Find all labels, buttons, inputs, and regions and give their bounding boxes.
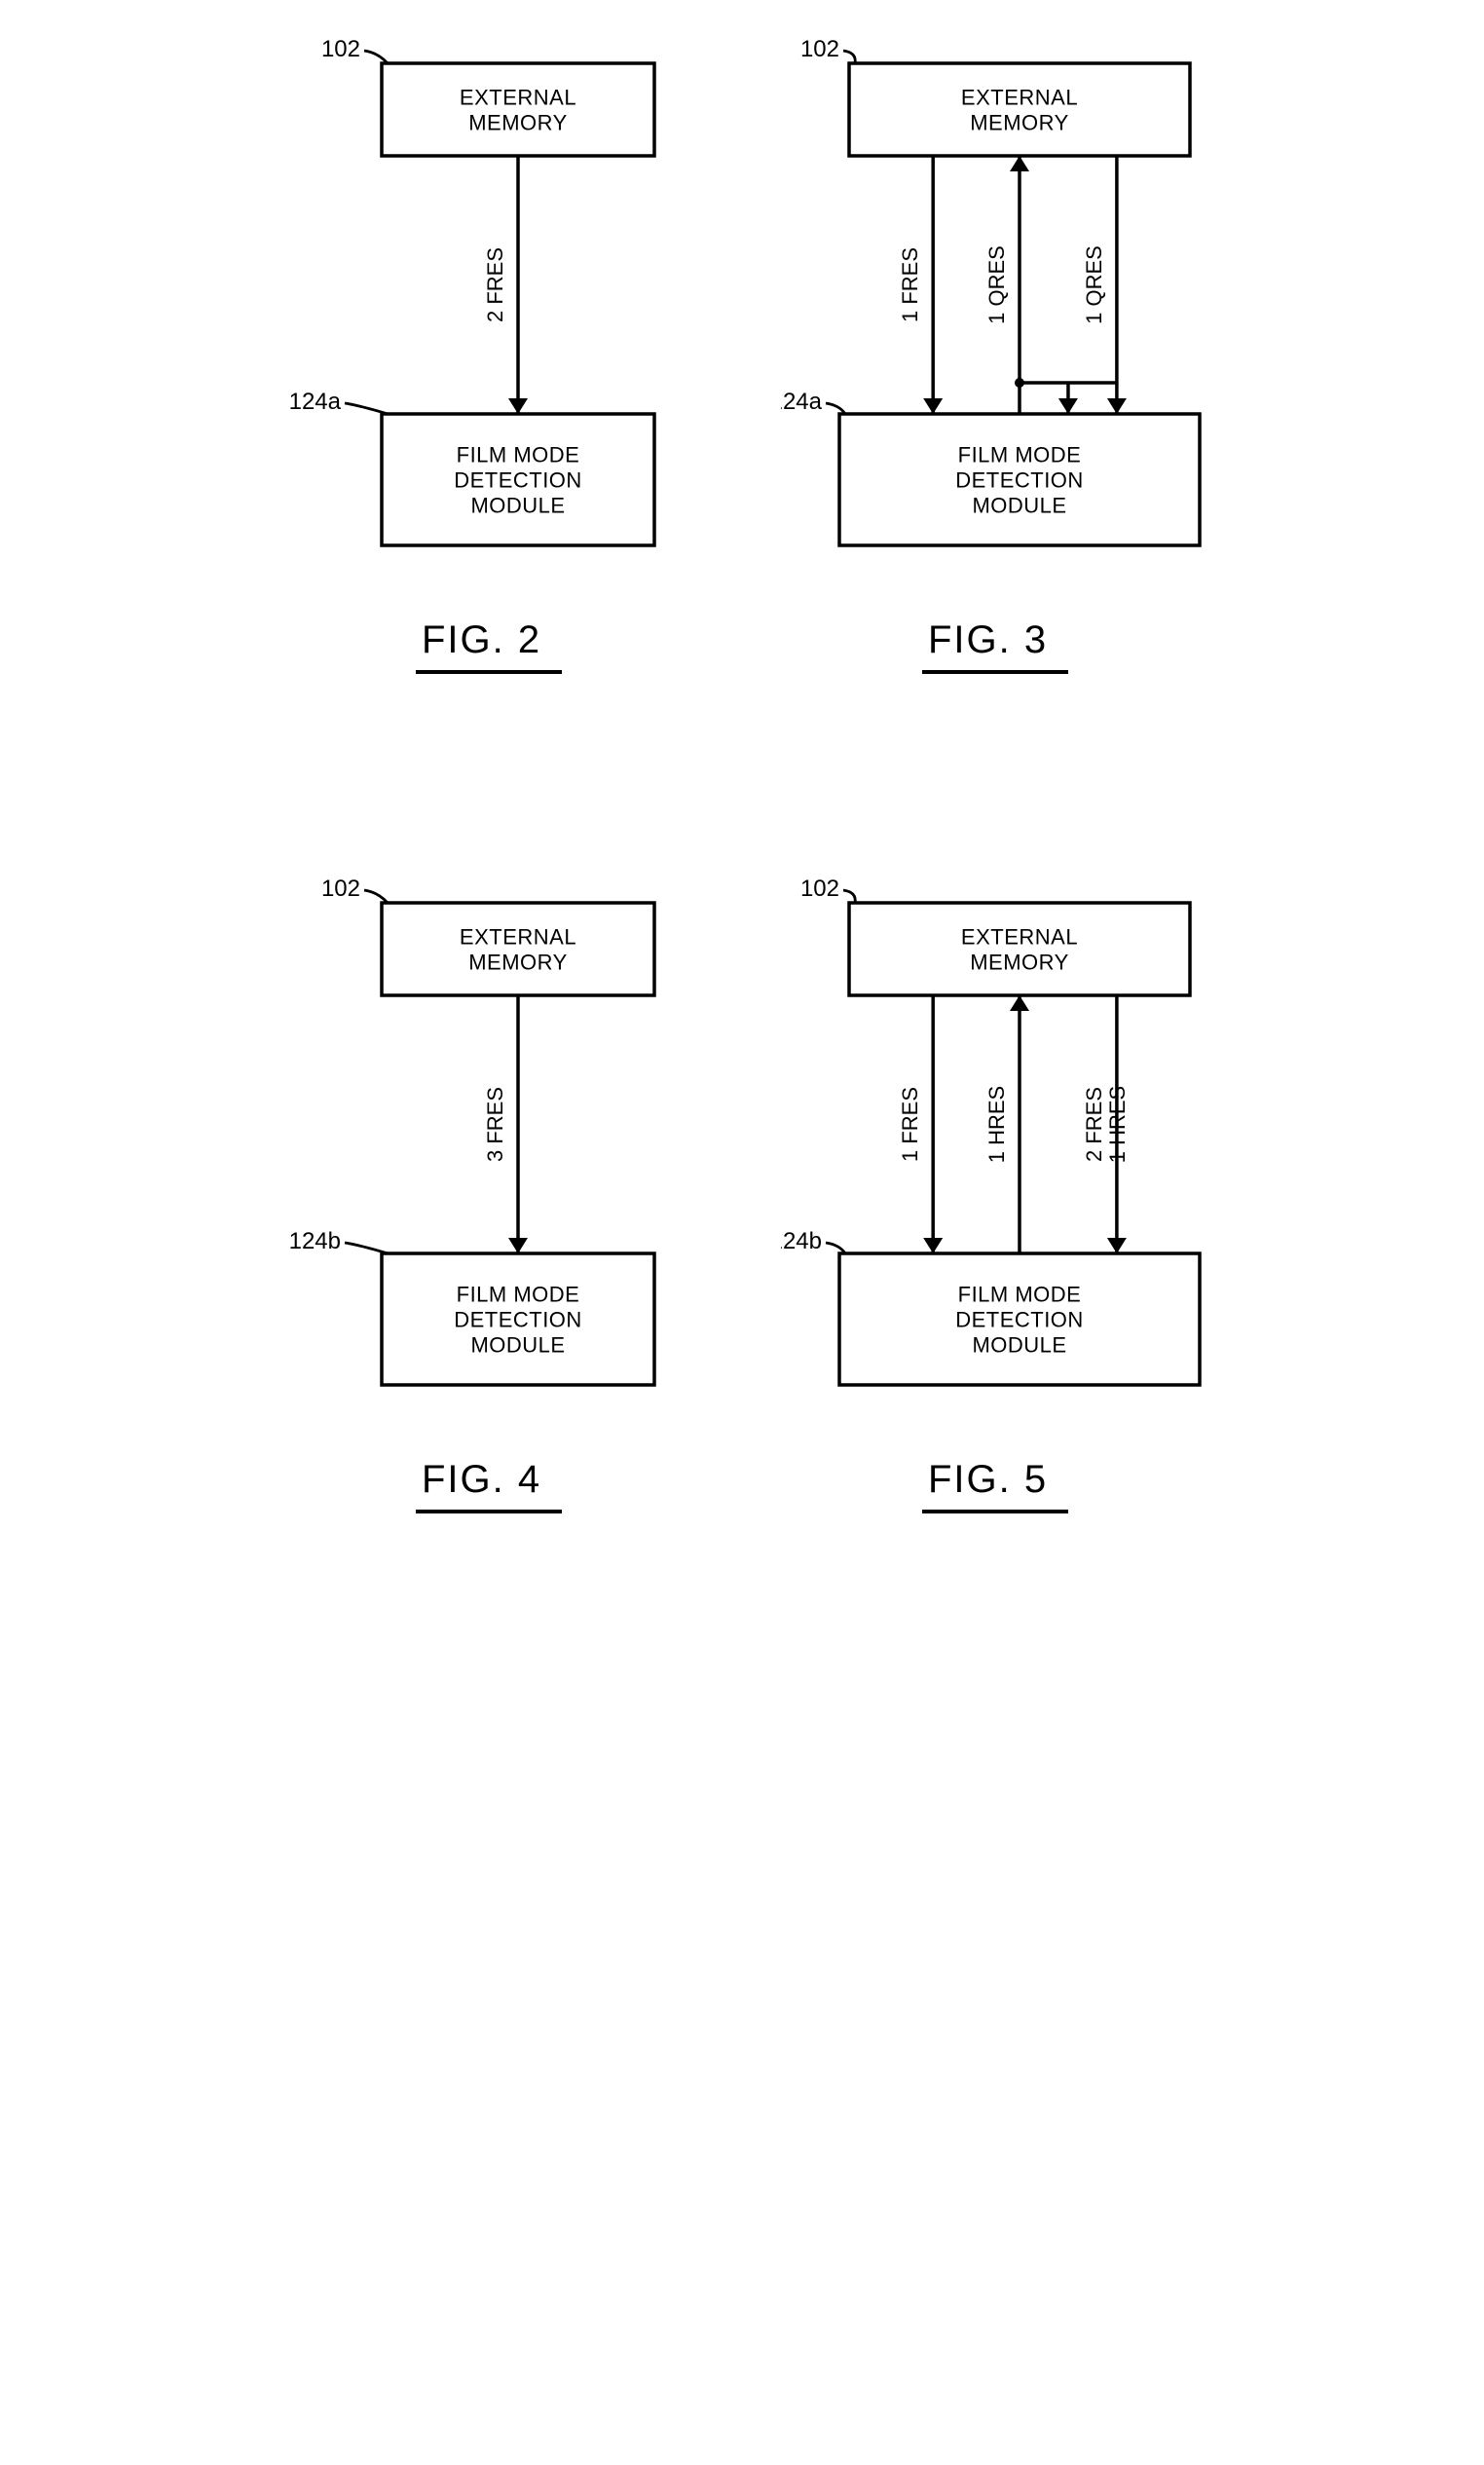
- svg-text:FILM MODE: FILM MODE: [457, 443, 580, 467]
- fig2-svg: 102 EXTERNALMEMORY 124a FILM MODEDETECTIONM…: [275, 39, 703, 584]
- figure-5: 102 EXTERNALMEMORY 124b FILM MODEDETECTIONM…: [781, 878, 1209, 1513]
- figure-4: 102 EXTERNALMEMORY 124b FILM MODEDETECTIONM…: [275, 878, 703, 1513]
- svg-text:FILM MODE: FILM MODE: [958, 1283, 1082, 1307]
- svg-text:102: 102: [800, 878, 839, 902]
- svg-text:124b: 124b: [289, 1228, 341, 1254]
- fig5-svg: 102 EXTERNALMEMORY 124b FILM MODEDETECTIONM…: [781, 878, 1209, 1424]
- svg-text:MEMORY: MEMORY: [468, 951, 568, 975]
- svg-text:MODULE: MODULE: [470, 494, 565, 518]
- svg-text:MODULE: MODULE: [972, 1333, 1066, 1358]
- svg-text:DETECTION: DETECTION: [955, 468, 1084, 493]
- svg-text:MEMORY: MEMORY: [970, 951, 1069, 975]
- svg-text:1 FRES: 1 FRES: [898, 1087, 922, 1162]
- svg-text:MODULE: MODULE: [470, 1333, 565, 1358]
- row-top: 102EXTERNALMEMORY124aFILM MODEDETECTIONM…: [275, 39, 1209, 674]
- svg-text:EXTERNAL: EXTERNAL: [961, 86, 1078, 110]
- svg-text:DETECTION: DETECTION: [955, 1308, 1084, 1332]
- row-bottom: 102EXTERNALMEMORY124bFILM MODEDETECTIONM…: [275, 878, 1209, 1513]
- svg-text:124b: 124b: [781, 1228, 822, 1254]
- svg-text:MEMORY: MEMORY: [468, 111, 568, 135]
- svg-text:124a: 124a: [781, 389, 823, 415]
- fig3-caption: FIG. 3: [922, 584, 1068, 674]
- svg-text:2 FRES: 2 FRES: [1082, 1087, 1106, 1162]
- svg-text:1 FRES: 1 FRES: [898, 247, 922, 322]
- svg-text:102: 102: [321, 39, 360, 62]
- svg-text:1 QRES: 1 QRES: [984, 245, 1009, 324]
- fig4-svg: 102 EXTERNALMEMORY 124b FILM MODEDETECTIONM…: [275, 878, 703, 1424]
- figure-3: 102 EXTERNALMEMORY 124a FILM MODEDETECTIONM…: [781, 39, 1209, 674]
- svg-text:1 QRES: 1 QRES: [1082, 245, 1106, 324]
- svg-text:102: 102: [800, 39, 839, 62]
- svg-text:1 HRES: 1 HRES: [984, 1086, 1009, 1163]
- svg-text:2 FRES: 2 FRES: [483, 247, 507, 322]
- svg-text:EXTERNAL: EXTERNAL: [460, 925, 576, 950]
- fig3-svg: 102 EXTERNALMEMORY 124a FILM MODEDETECTIONM…: [781, 39, 1209, 584]
- figure-2: 102 EXTERNALMEMORY 124a FILM MODEDETECTIONM…: [275, 39, 703, 674]
- fig4-caption: FIG. 4: [416, 1424, 562, 1513]
- svg-text:EXTERNAL: EXTERNAL: [460, 86, 576, 110]
- svg-text:FILM MODE: FILM MODE: [457, 1283, 580, 1307]
- svg-text:3 FRES: 3 FRES: [483, 1087, 507, 1162]
- svg-text:102: 102: [321, 878, 360, 902]
- svg-text:FILM MODE: FILM MODE: [958, 443, 1082, 467]
- svg-text:MODULE: MODULE: [972, 494, 1066, 518]
- fig5-caption: FIG. 5: [922, 1424, 1068, 1513]
- svg-text:MEMORY: MEMORY: [970, 111, 1069, 135]
- svg-text:1 HRES: 1 HRES: [1105, 1086, 1130, 1163]
- page: 102EXTERNALMEMORY124aFILM MODEDETECTIONM…: [275, 39, 1209, 1513]
- svg-text:DETECTION: DETECTION: [454, 1308, 582, 1332]
- svg-text:DETECTION: DETECTION: [454, 468, 582, 493]
- svg-text:124a: 124a: [289, 389, 342, 415]
- svg-text:EXTERNAL: EXTERNAL: [961, 925, 1078, 950]
- fig2-caption: FIG. 2: [416, 584, 562, 674]
